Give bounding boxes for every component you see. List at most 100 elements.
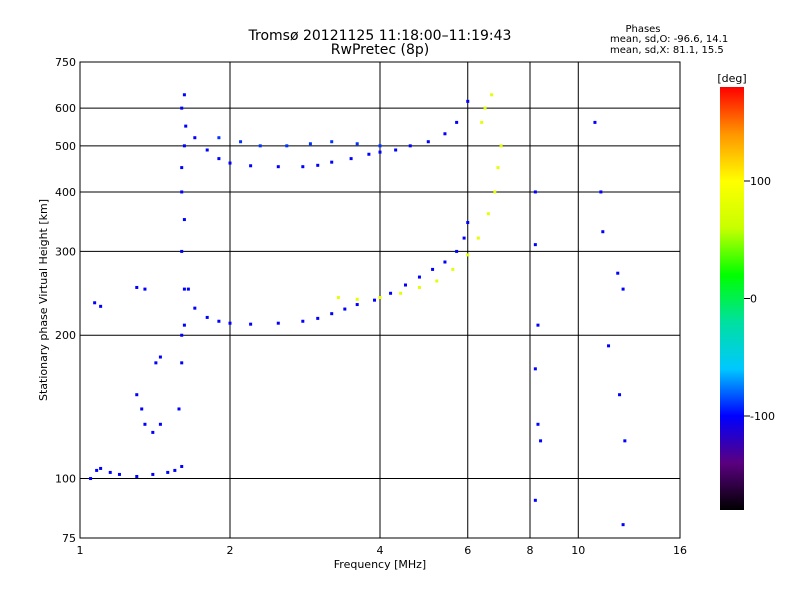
grid [80,62,680,538]
data-point [466,99,470,103]
data-point [249,322,253,326]
data-point [623,439,627,443]
data-point [154,361,158,365]
data-point [476,236,480,240]
y-tick-label: 100 [55,473,76,486]
data-point [193,306,197,310]
colorbar-ticks: 100 0 -100 [744,175,775,423]
data-point [143,287,147,291]
data-point [217,136,221,140]
data-point [496,166,500,170]
colorbar [720,87,744,510]
data-point [180,333,184,337]
data-point [466,253,470,257]
data-point [193,136,197,140]
data-point [95,468,99,472]
phases-line-o: mean, sd,O: -96.6, 14.1 [610,34,728,45]
data-point [180,249,184,253]
data-point [486,212,490,216]
data-point [451,267,455,271]
data-point [276,321,280,325]
data-point [349,157,353,161]
data-point [621,523,625,527]
data-point [616,271,620,275]
data-point [276,165,280,169]
data-point [355,303,359,307]
y-tick-label: 75 [62,532,76,545]
y-tick-label: 500 [55,140,76,153]
x-tick-label: 6 [464,544,471,557]
data-point [89,477,93,481]
y-axis-label: Stationary phase Virtual Height [km] [37,199,50,401]
y-tick-label: 750 [55,56,76,69]
data-point [607,344,611,348]
data-point [205,315,209,319]
data-point [355,297,359,301]
data-point [301,165,305,169]
data-point [536,323,540,327]
data-point [217,157,221,161]
data-point [618,393,622,397]
data-point [180,464,184,468]
data-point [367,152,371,156]
data-point [228,161,232,165]
y-tick-label: 300 [55,245,76,258]
data-point [182,144,186,148]
data-point [539,439,543,443]
data-point [330,160,334,164]
data-point [316,163,320,167]
data-point [184,124,188,128]
data-point [177,407,181,411]
data-point [285,144,289,148]
data-point [308,142,312,146]
data-point [182,93,186,97]
data-point [493,190,497,194]
data-point [336,296,340,300]
colorbar-tick-label: -100 [750,410,775,423]
data-point [180,106,184,110]
data-point [378,144,382,148]
data-point [239,140,243,144]
colorbar-tick-label: 100 [750,175,771,188]
data-point [466,221,470,225]
data-point [135,285,139,289]
data-point [426,140,430,144]
data-point [182,218,186,222]
data-point [135,474,139,478]
data-point [533,367,537,371]
data-point [180,361,184,365]
data-point [417,285,421,289]
data-point [403,283,407,287]
data-point [330,312,334,316]
data-point [158,422,162,426]
data-point [394,148,398,152]
data-point [435,279,439,283]
data-point [443,132,447,136]
data-point [536,422,540,426]
data-point [140,407,144,411]
data-point [408,144,412,148]
y-tick-label: 600 [55,102,76,115]
data-point [378,150,382,154]
data-point [455,249,459,253]
data-point [483,106,487,110]
data-point [480,120,484,124]
data-point [180,190,184,194]
data-point [593,120,597,124]
data-point [316,316,320,320]
colorbar-label: [deg] [717,72,746,85]
data-point [378,296,382,300]
data-points [89,93,627,527]
data-point [301,319,305,323]
colorbar-tick-label: 0 [750,293,757,306]
y-ticks: 75 100 200 300 400 500 600 750 [55,56,76,545]
x-tick-label: 16 [673,544,687,557]
phases-line-x: mean, sd,X: 81.1, 15.5 [610,45,724,56]
data-point [249,164,253,168]
data-point [158,355,162,359]
data-point [355,142,359,146]
data-point [180,166,184,170]
data-point [389,291,393,295]
data-point [151,472,155,476]
